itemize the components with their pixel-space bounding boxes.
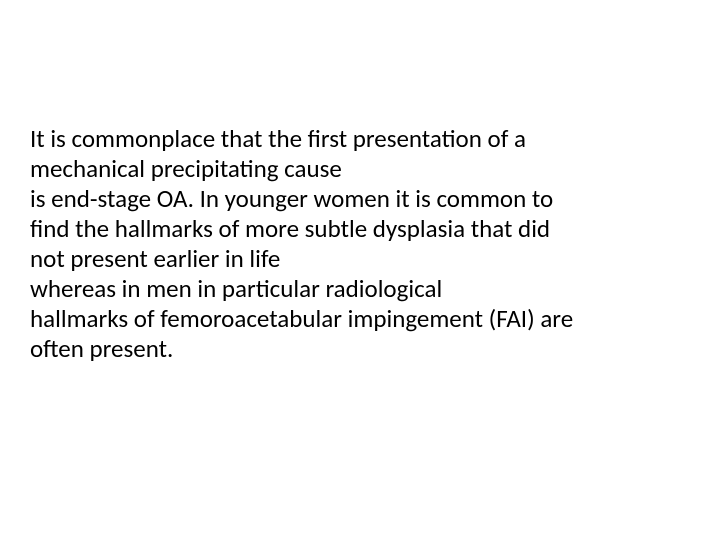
text-line: hallmarks of femoroacetabular impingemen… <box>30 304 690 334</box>
body-text: It is commonplace that the first present… <box>30 124 690 364</box>
text-line: mechanical precipitating cause <box>30 154 690 184</box>
text-line: It is commonplace that the first present… <box>30 124 690 154</box>
text-line: find the hallmarks of more subtle dyspla… <box>30 214 690 244</box>
text-line: whereas in men in particular radiologica… <box>30 274 690 304</box>
slide: It is commonplace that the first present… <box>0 0 720 540</box>
text-line: is end-stage OA. In younger women it is … <box>30 184 690 214</box>
text-line: often present. <box>30 334 690 364</box>
text-line: not present earlier in life <box>30 244 690 274</box>
